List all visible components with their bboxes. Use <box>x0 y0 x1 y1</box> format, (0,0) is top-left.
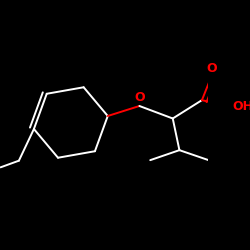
Text: O: O <box>206 62 217 75</box>
Text: O: O <box>134 91 145 104</box>
Text: OH: OH <box>232 100 250 113</box>
